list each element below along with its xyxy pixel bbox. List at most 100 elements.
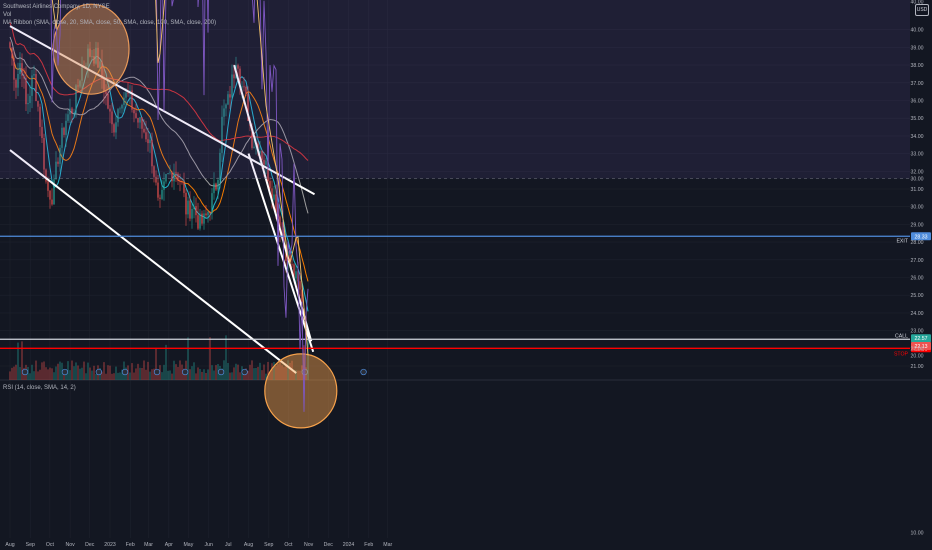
y-tick-label: 28.00 bbox=[911, 240, 924, 246]
candle-body bbox=[141, 117, 143, 129]
candle-body bbox=[179, 180, 181, 182]
volume-bar bbox=[139, 367, 141, 380]
candle-body bbox=[271, 188, 273, 200]
x-tick-label: Oct bbox=[46, 542, 55, 548]
candle-body bbox=[151, 139, 153, 167]
volume-bar bbox=[271, 363, 273, 380]
volume-bar bbox=[157, 370, 159, 380]
candle-body bbox=[15, 79, 17, 88]
volume-bar bbox=[17, 342, 19, 380]
candle-body bbox=[165, 174, 167, 182]
volume-bar bbox=[167, 370, 169, 380]
candle-body bbox=[167, 173, 169, 175]
volume-bar bbox=[187, 337, 189, 380]
volume-bar bbox=[131, 363, 133, 380]
volume-bar bbox=[257, 366, 259, 380]
volume-bar bbox=[203, 369, 205, 380]
candle-body bbox=[229, 94, 231, 98]
volume-bar bbox=[161, 372, 163, 380]
volume-bar bbox=[109, 365, 111, 380]
rsi-tick-label: 10.00 bbox=[911, 531, 924, 537]
volume-bar bbox=[261, 370, 263, 380]
volume-bar bbox=[113, 373, 115, 380]
y-tick-label: 40.00 bbox=[911, 28, 924, 34]
candle-body bbox=[291, 264, 293, 266]
candle-body bbox=[43, 138, 45, 170]
candle-body bbox=[31, 75, 33, 96]
candle-body bbox=[127, 92, 129, 94]
x-tick-label: 2024 bbox=[343, 542, 355, 548]
candle-body bbox=[67, 114, 69, 121]
volume-bar bbox=[87, 362, 89, 380]
volume-bar bbox=[11, 367, 13, 380]
volume-bar bbox=[69, 370, 71, 380]
volume-bar bbox=[67, 361, 69, 380]
volume-bar bbox=[49, 367, 51, 380]
candle-body bbox=[61, 127, 63, 148]
candle-body bbox=[133, 109, 135, 114]
event-marker-icon bbox=[21, 368, 29, 376]
candle-body bbox=[243, 86, 245, 88]
candle-body bbox=[193, 206, 195, 209]
volume-bar bbox=[259, 362, 261, 380]
event-marker-icon bbox=[181, 368, 189, 376]
y-tick-label: 33.00 bbox=[911, 152, 924, 158]
candle-body bbox=[263, 159, 265, 165]
price-tag-bg bbox=[911, 334, 931, 343]
candle-body bbox=[181, 181, 183, 183]
candle-body bbox=[267, 160, 269, 182]
volume-bar bbox=[117, 372, 119, 380]
candle-body bbox=[223, 108, 225, 117]
price-tag: 22.13 bbox=[915, 344, 928, 350]
highlight-circle-top bbox=[52, 3, 130, 95]
volume-bar bbox=[33, 371, 35, 380]
candle-body bbox=[277, 213, 279, 217]
volume-bar bbox=[299, 370, 301, 380]
candle-body bbox=[177, 173, 179, 181]
candle-body bbox=[51, 199, 53, 205]
volume-bar bbox=[89, 367, 91, 380]
rsi-band bbox=[0, 0, 910, 179]
volume-bar bbox=[107, 365, 109, 380]
volume-bar bbox=[207, 369, 209, 380]
volume-bar bbox=[65, 370, 67, 380]
candle-body bbox=[199, 213, 201, 229]
volume-bar bbox=[255, 367, 257, 380]
event-marker-icon bbox=[360, 368, 367, 376]
candle-body bbox=[59, 147, 61, 164]
candle-body bbox=[37, 101, 39, 107]
volume-bar bbox=[253, 368, 255, 380]
volume-bar bbox=[147, 361, 149, 380]
volume-bar bbox=[129, 372, 131, 380]
candle-body bbox=[77, 85, 79, 87]
volume-bar bbox=[175, 364, 177, 380]
candle-body bbox=[275, 194, 277, 214]
volume-bar bbox=[285, 363, 287, 380]
volume-bar bbox=[303, 345, 305, 380]
candle-body bbox=[91, 56, 93, 57]
y-tick-label: 24.00 bbox=[911, 311, 924, 317]
currency-button[interactable]: USD bbox=[915, 4, 929, 16]
candle-body bbox=[251, 126, 253, 148]
volume-bar bbox=[59, 361, 61, 380]
candle-body bbox=[187, 200, 189, 215]
volume-bar bbox=[283, 367, 285, 380]
candle-body bbox=[17, 73, 19, 88]
candle-body bbox=[189, 200, 191, 219]
volume-bar bbox=[47, 369, 49, 380]
candle-body bbox=[173, 172, 175, 182]
volume-bar bbox=[205, 373, 207, 380]
volume-bar bbox=[9, 371, 11, 380]
candle-body bbox=[101, 61, 103, 78]
candle-body bbox=[69, 108, 71, 115]
x-tick-label: Dec bbox=[85, 542, 95, 548]
candle-body bbox=[21, 63, 23, 76]
upper-channel-line bbox=[9, 25, 316, 196]
event-marker-icon bbox=[241, 368, 248, 376]
volume-bar bbox=[297, 370, 299, 380]
volume-bar bbox=[195, 373, 197, 380]
volume-bar bbox=[105, 373, 107, 380]
candle-body bbox=[161, 189, 163, 199]
volume-bar bbox=[171, 373, 173, 380]
